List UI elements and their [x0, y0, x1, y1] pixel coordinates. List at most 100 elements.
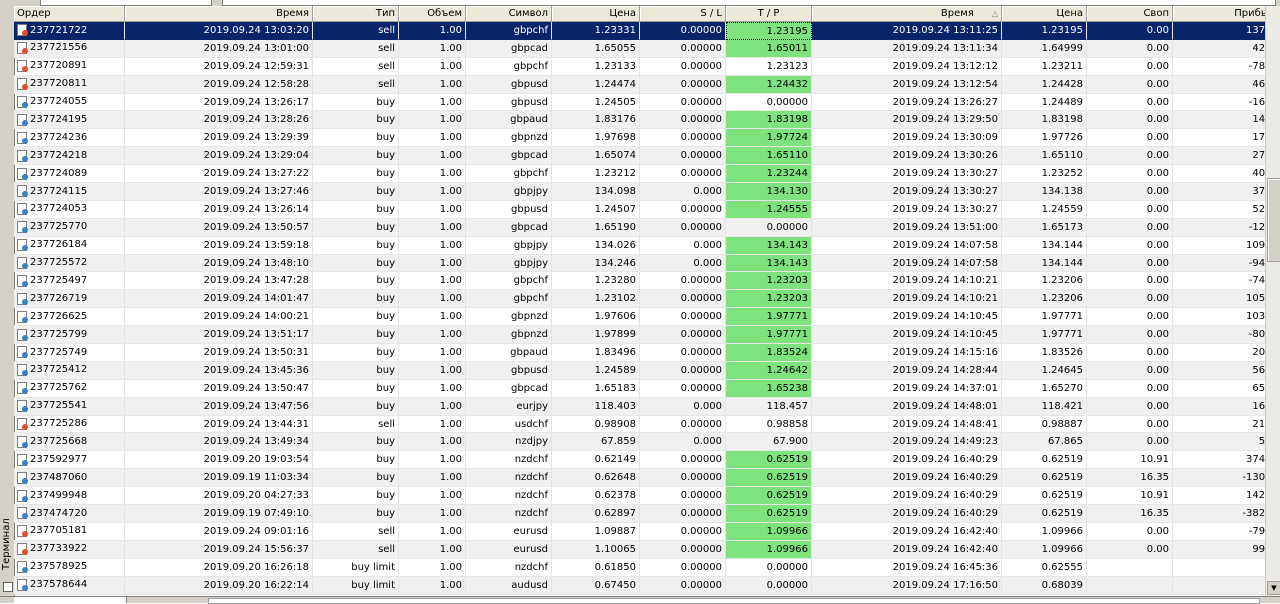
- vertical-scrollbar[interactable]: ▼: [1265, 6, 1280, 596]
- cell-text: 2019.09.20 19:03:54: [203, 454, 309, 466]
- sell-order-icon: [17, 525, 28, 538]
- column-header-swap[interactable]: Своп: [1087, 6, 1173, 22]
- cell-close-time: 2019.09.24 13:30:26: [812, 147, 1002, 166]
- table-row[interactable]: 237725799 2019.09.24 13:51:17 buy 1.00 gbpnz…: [14, 326, 1280, 345]
- table-row[interactable]: 237720811 2019.09.24 12:58:28 sell 1.00 gbpu…: [14, 75, 1280, 94]
- table-row[interactable]: 237578644 2019.09.20 16:22:14 buy limit 1.0…: [14, 576, 1280, 595]
- cell-text: 2019.09.24 13:29:50: [892, 114, 998, 126]
- table-row[interactable]: 237705181 2019.09.24 09:01:16 sell 1.00 euru…: [14, 522, 1280, 541]
- cell-text: 0.00: [1146, 293, 1169, 305]
- column-header-volume[interactable]: Объем: [399, 6, 466, 22]
- cell-text: 1.09966: [766, 525, 808, 537]
- sell-order-icon: [17, 60, 28, 73]
- toolbar-field[interactable]: [222, 0, 1276, 6]
- cell-open-time: 2019.09.19 11:03:34: [125, 469, 313, 488]
- column-header-close-price[interactable]: Цена: [1002, 6, 1087, 22]
- table-row[interactable]: 237724115 2019.09.24 13:27:46 buy 1.00 gbpjp…: [14, 183, 1280, 201]
- cell-price: 1.24507: [552, 200, 640, 219]
- cell-text: 1.83524: [766, 347, 808, 359]
- cell-text: buy: [376, 114, 395, 126]
- cell-profit: 27.16: [1173, 147, 1280, 166]
- column-header-profit[interactable]: Прибыль: [1173, 6, 1280, 22]
- cell-swap: 0.00: [1087, 183, 1173, 201]
- column-header-open-time[interactable]: Время: [125, 6, 313, 22]
- cell-text: 2019.09.24 13:27:46: [203, 186, 309, 198]
- cell-close-time: 2019.09.24 17:16:50: [812, 576, 1002, 595]
- cell-text: 0.00000: [680, 543, 722, 555]
- column-header-sl[interactable]: S / L: [640, 6, 726, 22]
- cell-price: 134.026: [552, 236, 640, 255]
- cell-tp: 1.83198: [726, 111, 812, 130]
- column-header-tp[interactable]: T / P: [726, 6, 812, 22]
- cell-close-price: 1.97726: [1002, 129, 1087, 148]
- table-row[interactable]: 237726625 2019.09.24 14:00:21 buy 1.00 gbpnz…: [14, 308, 1280, 327]
- scrollbar-thumb[interactable]: [1267, 178, 1280, 262]
- table-row[interactable]: 237725286 2019.09.24 13:44:31 sell 1.00 usdc…: [14, 415, 1280, 434]
- table-row[interactable]: 237725412 2019.09.24 13:45:36 buy 1.00 gbpus…: [14, 361, 1280, 380]
- column-header-close-time[interactable]: Время △: [812, 6, 1002, 22]
- cell-text: 237725541: [30, 400, 88, 412]
- cell-volume: 1.00: [399, 308, 466, 327]
- table-row[interactable]: 237724055 2019.09.24 13:26:17 buy 1.00 gbpus…: [14, 93, 1280, 112]
- cell-tp: 67.900: [726, 433, 812, 452]
- table-row[interactable]: 237724195 2019.09.24 13:28:26 buy 1.00 gbpau…: [14, 111, 1280, 130]
- cell-close-price: 1.23252: [1002, 165, 1087, 184]
- toolbar-field[interactable]: [40, 0, 212, 6]
- horizontal-scrollbar[interactable]: [208, 598, 1260, 604]
- table-row[interactable]: 237726184 2019.09.24 13:59:18 buy 1.00 gbpjp…: [14, 236, 1280, 255]
- cell-text: audusd: [511, 579, 548, 591]
- table-row[interactable]: 237592977 2019.09.20 19:03:54 buy 1.00 nzdch…: [14, 451, 1280, 470]
- table-row[interactable]: 237499948 2019.09.20 04:27:33 buy 1.00 nzdch…: [14, 487, 1280, 506]
- cell-type: buy: [313, 397, 399, 416]
- column-header-symbol[interactable]: Символ: [466, 6, 552, 22]
- cell-text: 2019.09.24 13:51:00: [892, 221, 998, 233]
- cell-text: 16.35: [1140, 508, 1169, 520]
- table-row[interactable]: 237733922 2019.09.24 15:56:37 sell 1.00 euru…: [14, 540, 1280, 559]
- table-row[interactable]: 237725668 2019.09.24 13:49:34 buy 1.00 nzdjp…: [14, 433, 1280, 452]
- cell-open-time: 2019.09.24 13:29:04: [125, 147, 313, 166]
- table-row[interactable]: 237725762 2019.09.24 13:50:47 buy 1.00 gbpca…: [14, 379, 1280, 398]
- table-row[interactable]: 237725497 2019.09.24 13:47:28 buy 1.00 gbpch…: [14, 272, 1280, 291]
- cell-text: 2019.09.24 15:56:37: [203, 543, 309, 555]
- table-row[interactable]: 237724218 2019.09.24 13:29:04 buy 1.00 gbpca…: [14, 147, 1280, 166]
- cell-symbol: nzdchf: [466, 451, 552, 470]
- sell-order-icon: [17, 78, 28, 91]
- table-row[interactable]: 237724053 2019.09.24 13:26:14 buy 1.00 gbpus…: [14, 200, 1280, 219]
- cell-text: 2019.09.20 16:22:14: [203, 579, 309, 591]
- table-row[interactable]: 237725770 2019.09.24 13:50:57 buy 1.00 gbpca…: [14, 218, 1280, 237]
- table-row[interactable]: 237474720 2019.09.19 07:49:10 buy 1.00 nzdch…: [14, 505, 1280, 523]
- cell-sl: 0.00000: [640, 415, 726, 434]
- sell-order-icon: [17, 24, 28, 37]
- scroll-down-arrow-icon[interactable]: ▼: [1267, 581, 1280, 595]
- cell-swap: 0.00: [1087, 344, 1173, 362]
- table-row[interactable]: 237725572 2019.09.24 13:48:10 buy 1.00 gbpjp…: [14, 254, 1280, 273]
- table-row[interactable]: 237725749 2019.09.24 13:50:31 buy 1.00 gbpau…: [14, 344, 1280, 362]
- table-row[interactable]: 237726719 2019.09.24 14:01:47 buy 1.00 gbpch…: [14, 290, 1280, 309]
- table-row[interactable]: 237578925 2019.09.20 16:26:18 buy limit 1.0…: [14, 558, 1280, 577]
- bottom-tab-area[interactable]: [14, 597, 127, 603]
- cell-volume: 1.00: [399, 218, 466, 237]
- cell-text: 1.65238: [766, 382, 808, 394]
- cell-text: 2019.09.24 16:40:29: [892, 508, 998, 520]
- cell-text: sell: [378, 42, 395, 54]
- table-row[interactable]: 237724236 2019.09.24 13:29:39 buy 1.00 gbpnz…: [14, 129, 1280, 148]
- table-row[interactable]: 237721722 2019.09.24 13:03:20 sell 1.00 gbpc…: [14, 22, 1280, 40]
- cell-open-time: 2019.09.24 13:27:22: [125, 165, 313, 184]
- cell-sl: 0.00000: [640, 111, 726, 130]
- column-header-price[interactable]: Цена: [552, 6, 640, 22]
- table-row[interactable]: 237720891 2019.09.24 12:59:31 sell 1.00 gbpc…: [14, 57, 1280, 76]
- column-header-order[interactable]: Ордер: [14, 6, 125, 22]
- cell-text: 1.00: [439, 525, 462, 537]
- cell-close-price: 1.23195: [1002, 22, 1087, 40]
- buy-order-icon: [17, 435, 28, 448]
- cell-text: 0.00: [1146, 132, 1169, 144]
- sell-order-icon: [17, 418, 28, 431]
- column-header-type[interactable]: Тип: [313, 6, 399, 22]
- table-row[interactable]: 237724089 2019.09.24 13:27:22 buy 1.00 gbpch…: [14, 165, 1280, 184]
- table-row[interactable]: 237725541 2019.09.24 13:47:56 buy 1.00 eurjp…: [14, 397, 1280, 416]
- cell-text: 134.130: [766, 186, 808, 198]
- terminal-side-tab[interactable]: Терминал: [0, 6, 15, 596]
- table-row[interactable]: 237721556 2019.09.24 13:01:00 sell 1.00 gbpc…: [14, 39, 1280, 58]
- table-row[interactable]: 237487060 2019.09.19 11:03:34 buy 1.00 nzdch…: [14, 469, 1280, 488]
- cell-text: 2019.09.24 16:40:29: [892, 490, 998, 502]
